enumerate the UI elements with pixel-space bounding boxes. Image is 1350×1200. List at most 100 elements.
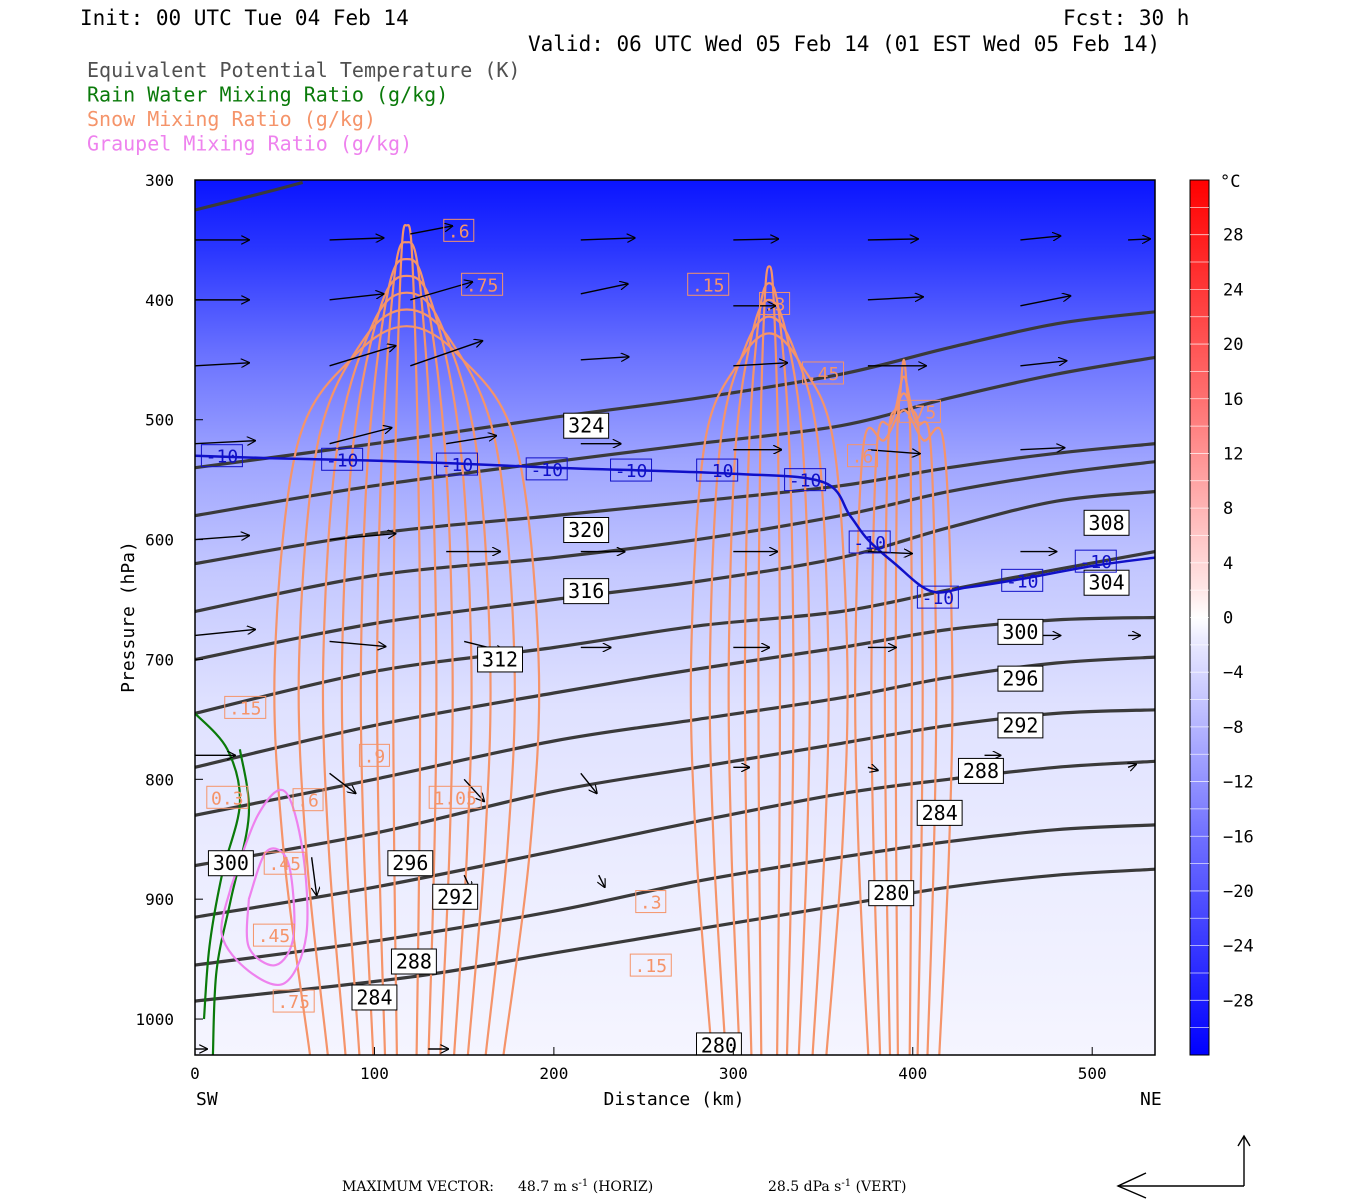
- isotherm-label-box: [200, 444, 243, 468]
- theta-e-label-box: [997, 712, 1044, 739]
- snow-contour: [894, 358, 914, 1055]
- isotherm-label: -10: [1001, 568, 1044, 592]
- snow-label-box: [206, 785, 249, 809]
- theta-e-label: 308: [1083, 509, 1130, 536]
- colorbar-label: 4: [1223, 554, 1233, 574]
- snow-label: .15: [687, 272, 730, 296]
- wind-vector: [580, 284, 628, 295]
- theta-e-label-text: 308: [1088, 511, 1124, 535]
- isotherm-label-box: [784, 468, 827, 492]
- snow-label-box: [443, 218, 475, 242]
- isotherm-label-box: [525, 457, 568, 481]
- theta-e-label-box: [207, 850, 254, 877]
- isotherm-label: -10: [525, 457, 568, 481]
- theta-e-label: 0: [666, 1060, 686, 1085]
- snow-label-text: .45: [258, 926, 291, 947]
- theta-e-label: 324: [563, 412, 610, 439]
- wind-vector: [733, 363, 787, 366]
- snow-contour: [392, 223, 422, 1055]
- snow-label-text: .6: [297, 791, 319, 812]
- graupel-contours: [220, 788, 309, 986]
- snow-label-box: [629, 953, 672, 977]
- snow-label-box: [635, 890, 667, 914]
- wind-vector: [599, 874, 605, 887]
- theta-e-label: 280: [696, 1032, 742, 1055]
- snow-label-text: .75: [466, 275, 499, 296]
- y-axis: 300 400 500 600 700 800 900 1000 Pressure (hPa): [118, 171, 203, 1029]
- x-tick-label: 500: [1078, 1064, 1107, 1083]
- wind-vector: [329, 238, 384, 240]
- x-tick-label: 400: [898, 1064, 927, 1083]
- snow-label: .45: [263, 851, 306, 875]
- snow-label: .75: [898, 399, 941, 423]
- theta-e-label-box: [1083, 509, 1130, 536]
- x-tick-label: 100: [360, 1064, 389, 1083]
- theta-e-label-box: [563, 578, 610, 605]
- isotherm-label-text: -10: [1080, 552, 1113, 573]
- isotherm-label: -10: [784, 468, 827, 492]
- wind-vector: [329, 772, 356, 793]
- theta-e-contour-308: [195, 490, 1155, 662]
- wind-vector: [867, 297, 923, 300]
- valid-time: Valid: 06 UTC Wed 05 Feb 14 (01 EST Wed …: [528, 32, 1160, 56]
- snow-label-box: [428, 785, 482, 809]
- snow-label-box: [847, 444, 879, 468]
- wind-vector: [867, 239, 918, 240]
- theta-e-label-text: 304: [1088, 571, 1124, 595]
- snow-contour: [743, 281, 795, 1055]
- snow-contour: [870, 392, 938, 1055]
- colorbar-label: 12: [1223, 444, 1243, 464]
- snow-label-box: [687, 272, 730, 296]
- theta-e-label: 284: [916, 799, 963, 826]
- wind-vector: [867, 450, 920, 454]
- theta-e-label-text: 284: [922, 801, 958, 825]
- snow-label-box: [358, 743, 390, 767]
- colorbar-label: −4: [1223, 663, 1243, 683]
- colorbar-label: −28: [1223, 991, 1254, 1011]
- x-tick-label: 0: [190, 1064, 200, 1083]
- snow-label-text: .15: [635, 956, 668, 977]
- theta-e-label-box: [432, 883, 479, 910]
- isotherm-label-text: -10: [1006, 571, 1039, 592]
- snow-label-text: .6: [852, 447, 874, 468]
- isotherm-line: [195, 454, 1155, 594]
- isotherm-label-text: -10: [441, 455, 474, 476]
- theta-e-label: 280: [868, 880, 915, 907]
- isotherm-label-text: -10: [530, 460, 563, 481]
- wind-vector: [1020, 296, 1070, 307]
- y-tick-label: 600: [145, 531, 174, 550]
- theta-e-label-text: 296: [1002, 667, 1038, 691]
- legend-entry: Graupel Mixing Ratio (g/kg): [87, 132, 412, 156]
- graupel-contour: [220, 788, 309, 986]
- theta-e-label-box: [387, 850, 434, 877]
- snow-label: .6: [847, 444, 879, 468]
- x-axis-right-end: NE: [1140, 1089, 1162, 1110]
- theta-e-label-text: 292: [1002, 713, 1038, 737]
- y-tick-label: 900: [145, 890, 174, 909]
- snow-contour: [708, 315, 830, 1055]
- theta-e-label-text: 296: [392, 851, 428, 875]
- theta-e-label-box: [696, 1032, 742, 1055]
- isotherm-label-text: -10: [789, 471, 822, 492]
- theta-e-label-text: 288: [396, 950, 432, 974]
- wind-vector: [195, 441, 255, 444]
- theta-e-label: 296: [387, 850, 434, 877]
- snow-label-box: [224, 695, 267, 719]
- theta-e-label: 312: [477, 646, 523, 673]
- wind-vector: [329, 640, 386, 646]
- max-vector-vert: 28.5 dPa s-1 (VERT): [768, 1178, 906, 1196]
- snow-label: .3: [759, 291, 791, 315]
- y-tick-label: 300: [145, 171, 174, 190]
- temperature-shading: [195, 180, 1155, 1055]
- theta-e-contour-320: [195, 355, 1155, 518]
- snow-label: .45: [802, 361, 845, 385]
- theta-e-label: 292: [997, 712, 1044, 739]
- theta-e-label-box: [563, 412, 610, 439]
- reference-vector-icon: [1116, 1134, 1251, 1199]
- isotherm-label: -10: [696, 458, 739, 482]
- snow-label-box: [272, 989, 315, 1013]
- theta-e-label: 292: [432, 883, 479, 910]
- theta-e-label: 304: [1083, 569, 1130, 596]
- snow-label-text: .45: [807, 364, 840, 385]
